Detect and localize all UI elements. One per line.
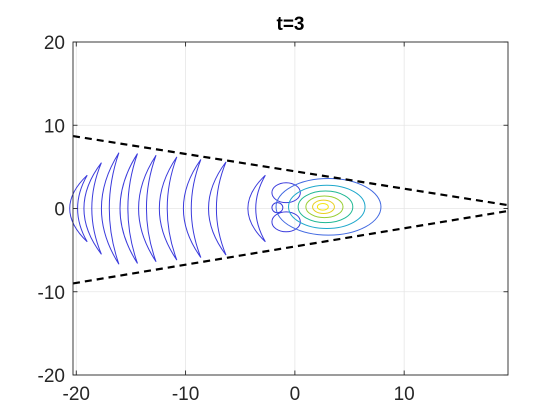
chart-title: t=3	[277, 14, 305, 35]
main-lobe-contour	[297, 190, 354, 224]
main-lobe-contour	[316, 203, 329, 211]
fringe-contour	[183, 159, 202, 258]
main-lobe-contour	[275, 178, 382, 236]
side-lobe-contour	[271, 182, 301, 204]
cone-boundary-line	[72, 134, 509, 207]
side-lobe-contour	[271, 211, 301, 233]
fringe-contour	[208, 161, 227, 256]
main-lobe-contour	[288, 184, 366, 229]
axis-ticks	[73, 41, 508, 376]
cone-boundary-line	[72, 209, 509, 285]
fringe-contour	[247, 174, 266, 243]
x-tick-label: -10	[172, 384, 199, 405]
fringe-contour	[119, 153, 138, 264]
fringe-contour	[138, 154, 157, 263]
y-tick-label: -20	[38, 366, 65, 387]
x-tick-label: 10	[394, 384, 415, 405]
x-tick-labels: -20 -10 0 10	[63, 384, 415, 405]
side-lobe-contour	[271, 202, 284, 214]
x-tick-label: 0	[290, 384, 301, 405]
y-tick-label: -10	[38, 283, 65, 304]
y-tick-label: 10	[44, 116, 65, 137]
cone-boundary-lines	[72, 134, 509, 285]
fringe-contour	[158, 156, 178, 261]
main-lobe-contour	[305, 195, 344, 219]
main-lobe-contour	[312, 199, 335, 214]
y-tick-labels: -20 -10 0 10 20	[38, 33, 65, 387]
contour-plot	[69, 152, 382, 265]
fringe-contour	[100, 152, 120, 265]
y-tick-label: 0	[54, 200, 65, 221]
x-tick-label: -20	[63, 384, 90, 405]
y-tick-label: 20	[44, 33, 65, 54]
fringe-contour	[83, 162, 102, 255]
